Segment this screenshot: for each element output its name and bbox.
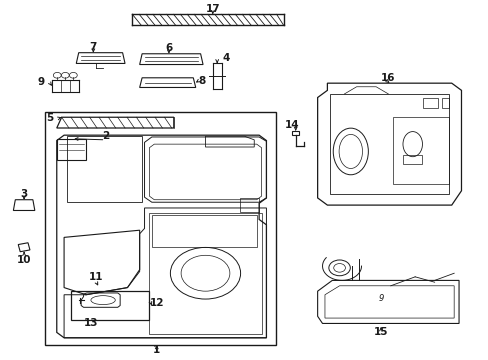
Bar [239,198,259,212]
Text: 3: 3 [20,189,28,199]
Bar [44,112,276,345]
Bar [329,94,448,194]
Text: 1: 1 [153,345,160,355]
Text: 7: 7 [89,42,97,52]
Bar [71,291,149,320]
Text: 11: 11 [88,272,103,282]
Text: 8: 8 [198,76,205,86]
Text: 5: 5 [46,113,53,123]
Bar [402,155,422,164]
Text: 10: 10 [17,255,31,265]
Text: 9: 9 [37,77,44,87]
Text: 12: 12 [149,298,163,308]
Text: 6: 6 [165,44,172,53]
Text: 16: 16 [380,73,395,83]
Text: 15: 15 [373,327,387,337]
Text: 2: 2 [102,131,109,141]
Text: 9: 9 [378,294,383,303]
Bar [57,139,86,160]
Text: 17: 17 [205,4,220,14]
Text: 4: 4 [222,53,229,63]
Text: 14: 14 [285,121,299,130]
Bar [423,98,437,108]
Text: 13: 13 [83,319,98,328]
Bar [441,98,448,108]
Bar [152,215,256,247]
Bar [292,131,299,135]
